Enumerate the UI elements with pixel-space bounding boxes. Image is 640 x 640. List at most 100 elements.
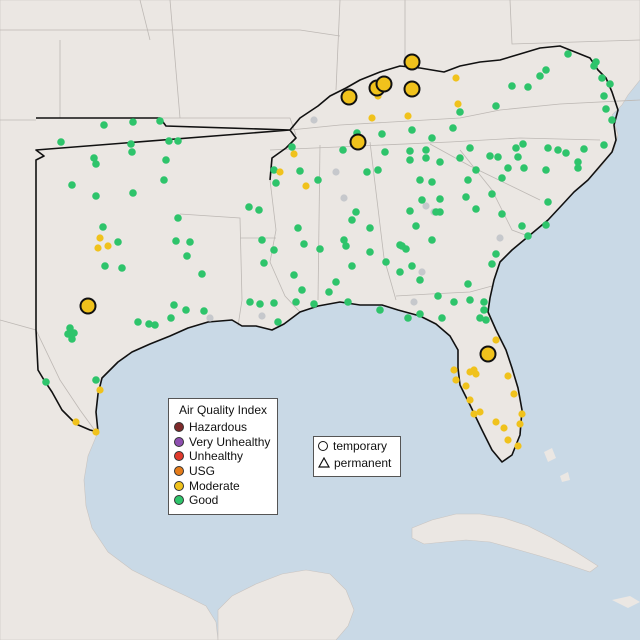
good-monitor-marker[interactable] — [508, 82, 516, 90]
good-monitor-marker[interactable] — [151, 321, 159, 329]
good-monitor-marker[interactable] — [316, 245, 324, 253]
good-monitor-marker[interactable] — [99, 223, 107, 231]
good-monitor-marker[interactable] — [512, 144, 520, 152]
good-monitor-marker[interactable] — [300, 240, 308, 248]
moderate-monitor-marker[interactable] — [470, 410, 478, 418]
moderate-monitor-marker[interactable] — [96, 234, 104, 242]
good-monitor-marker[interactable] — [170, 301, 178, 309]
good-monitor-marker[interactable] — [472, 205, 480, 213]
good-monitor-marker[interactable] — [348, 216, 356, 224]
good-monitor-marker[interactable] — [256, 300, 264, 308]
good-monitor-marker[interactable] — [174, 214, 182, 222]
temporary-monitor-marker[interactable] — [375, 75, 393, 93]
good-monitor-marker[interactable] — [436, 195, 444, 203]
good-monitor-marker[interactable] — [165, 137, 173, 145]
good-monitor-marker[interactable] — [186, 238, 194, 246]
good-monitor-marker[interactable] — [344, 298, 352, 306]
good-monitor-marker[interactable] — [114, 238, 122, 246]
temporary-monitor-marker[interactable] — [79, 297, 97, 315]
good-monitor-marker[interactable] — [340, 236, 348, 244]
good-monitor-marker[interactable] — [198, 270, 206, 278]
good-monitor-marker[interactable] — [544, 198, 552, 206]
good-monitor-marker[interactable] — [574, 158, 582, 166]
good-monitor-marker[interactable] — [488, 190, 496, 198]
good-monitor-marker[interactable] — [182, 306, 190, 314]
moderate-monitor-marker[interactable] — [452, 376, 460, 384]
good-monitor-marker[interactable] — [592, 58, 600, 66]
good-monitor-marker[interactable] — [101, 262, 109, 270]
good-monitor-marker[interactable] — [498, 210, 506, 218]
moderate-monitor-marker[interactable] — [276, 168, 284, 176]
moderate-monitor-marker[interactable] — [368, 114, 376, 122]
good-monitor-marker[interactable] — [70, 329, 78, 337]
good-monitor-marker[interactable] — [374, 166, 382, 174]
good-monitor-marker[interactable] — [602, 105, 610, 113]
good-monitor-marker[interactable] — [270, 299, 278, 307]
good-monitor-marker[interactable] — [464, 280, 472, 288]
good-monitor-marker[interactable] — [272, 179, 280, 187]
good-monitor-marker[interactable] — [90, 154, 98, 162]
good-monitor-marker[interactable] — [366, 248, 374, 256]
good-monitor-marker[interactable] — [466, 296, 474, 304]
good-monitor-marker[interactable] — [422, 154, 430, 162]
good-monitor-marker[interactable] — [542, 221, 550, 229]
good-monitor-marker[interactable] — [480, 298, 488, 306]
moderate-monitor-marker[interactable] — [450, 366, 458, 374]
good-monitor-marker[interactable] — [564, 50, 572, 58]
good-monitor-marker[interactable] — [127, 140, 135, 148]
good-monitor-marker[interactable] — [416, 276, 424, 284]
good-monitor-marker[interactable] — [476, 314, 484, 322]
good-monitor-marker[interactable] — [68, 181, 76, 189]
good-monitor-marker[interactable] — [296, 167, 304, 175]
moderate-monitor-marker[interactable] — [472, 370, 480, 378]
good-monitor-marker[interactable] — [92, 160, 100, 168]
good-monitor-marker[interactable] — [348, 262, 356, 270]
moderate-monitor-marker[interactable] — [514, 442, 522, 450]
moderate-monitor-marker[interactable] — [476, 408, 484, 416]
good-monitor-marker[interactable] — [408, 262, 416, 270]
moderate-monitor-marker[interactable] — [94, 244, 102, 252]
good-monitor-marker[interactable] — [416, 176, 424, 184]
good-monitor-marker[interactable] — [145, 320, 153, 328]
good-monitor-marker[interactable] — [325, 288, 333, 296]
good-monitor-marker[interactable] — [492, 250, 500, 258]
good-monitor-marker[interactable] — [432, 208, 440, 216]
moderate-monitor-marker[interactable] — [92, 428, 100, 436]
good-monitor-marker[interactable] — [554, 146, 562, 154]
good-monitor-marker[interactable] — [310, 300, 318, 308]
good-monitor-marker[interactable] — [339, 146, 347, 154]
good-monitor-marker[interactable] — [428, 134, 436, 142]
good-monitor-marker[interactable] — [472, 166, 480, 174]
good-monitor-marker[interactable] — [574, 164, 582, 172]
moderate-monitor-marker[interactable] — [466, 396, 474, 404]
good-monitor-marker[interactable] — [292, 298, 300, 306]
good-monitor-marker[interactable] — [438, 314, 446, 322]
moderate-monitor-marker[interactable] — [518, 410, 526, 418]
moderate-monitor-marker[interactable] — [462, 382, 470, 390]
good-monitor-marker[interactable] — [464, 176, 472, 184]
good-monitor-marker[interactable] — [255, 206, 263, 214]
inactive-monitor-marker[interactable] — [310, 116, 318, 124]
moderate-monitor-marker[interactable] — [492, 336, 500, 344]
good-monitor-marker[interactable] — [129, 189, 137, 197]
good-monitor-marker[interactable] — [298, 286, 306, 294]
temporary-monitor-marker[interactable] — [479, 345, 497, 363]
good-monitor-marker[interactable] — [520, 164, 528, 172]
inactive-monitor-marker[interactable] — [496, 234, 504, 242]
temporary-monitor-marker[interactable] — [403, 80, 421, 98]
good-monitor-marker[interactable] — [488, 260, 496, 268]
good-monitor-marker[interactable] — [118, 264, 126, 272]
moderate-monitor-marker[interactable] — [452, 74, 460, 82]
moderate-monitor-marker[interactable] — [72, 418, 80, 426]
good-monitor-marker[interactable] — [174, 137, 182, 145]
good-monitor-marker[interactable] — [406, 207, 414, 215]
good-monitor-marker[interactable] — [462, 193, 470, 201]
good-monitor-marker[interactable] — [260, 259, 268, 267]
good-monitor-marker[interactable] — [406, 156, 414, 164]
good-monitor-marker[interactable] — [600, 141, 608, 149]
inactive-monitor-marker[interactable] — [332, 168, 340, 176]
good-monitor-marker[interactable] — [580, 145, 588, 153]
good-monitor-marker[interactable] — [524, 232, 532, 240]
good-monitor-marker[interactable] — [542, 66, 550, 74]
